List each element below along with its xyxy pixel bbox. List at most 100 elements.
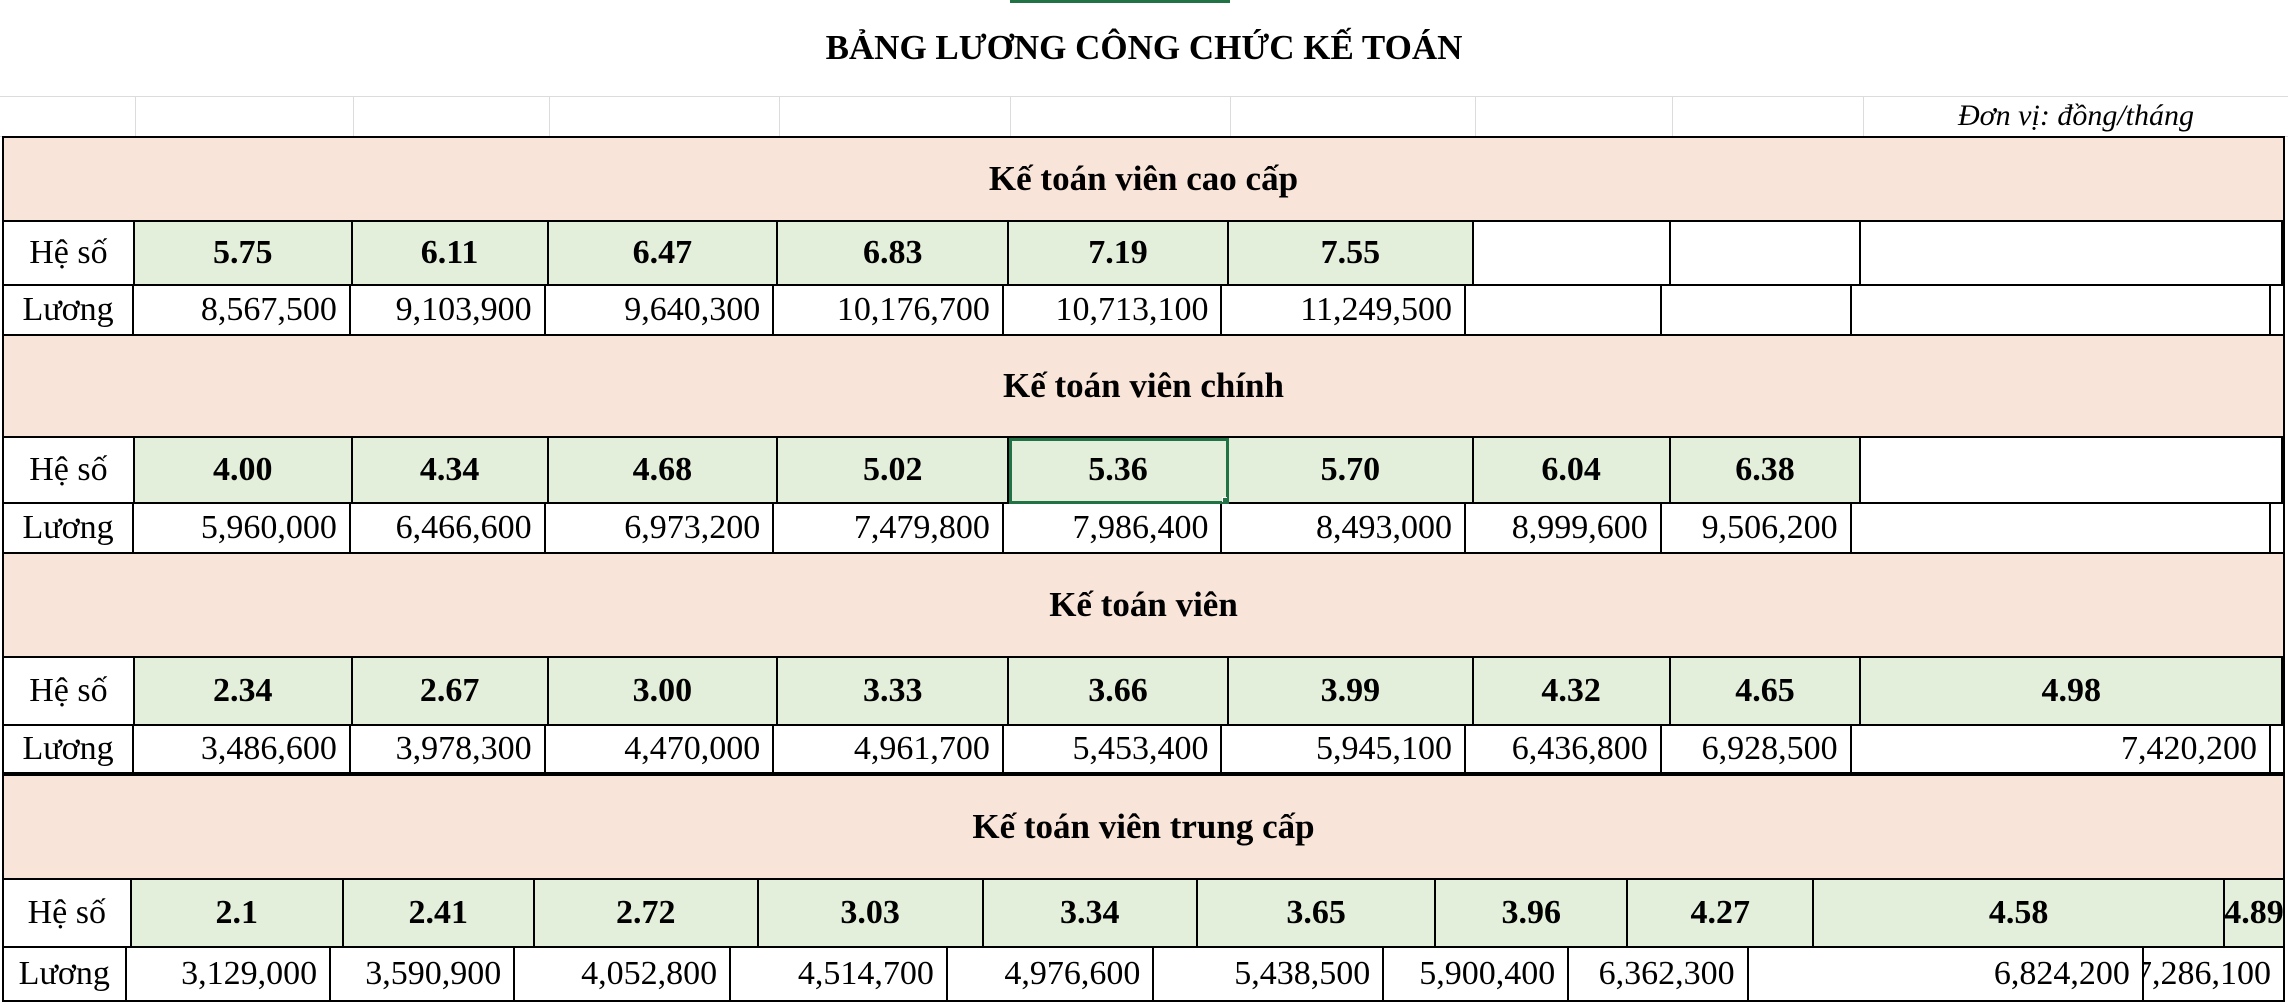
gridline: [549, 96, 550, 136]
salary-cell[interactable]: [1851, 504, 2271, 554]
salary-cell[interactable]: 11,249,500: [1222, 286, 1466, 336]
coefficient-cell[interactable]: 3.96: [1436, 880, 1629, 948]
coefficient-cell[interactable]: 3.99: [1228, 658, 1474, 726]
salary-cell[interactable]: [1465, 286, 1662, 336]
salary-cell[interactable]: 7,479,800: [774, 504, 1004, 554]
coefficient-cell[interactable]: 3.66: [1009, 658, 1229, 726]
salary-label[interactable]: Lương: [2, 726, 135, 774]
coefficient-label[interactable]: Hệ số: [2, 438, 135, 504]
coefficient-cell[interactable]: 4.98: [1861, 658, 2283, 726]
coefficient-cell[interactable]: 4.34: [352, 438, 549, 504]
salary-label[interactable]: Lương: [2, 504, 135, 554]
coefficient-cell[interactable]: 2.34: [134, 658, 353, 726]
fill-handle[interactable]: [1221, 497, 1227, 502]
coefficient-label[interactable]: Hệ số: [2, 222, 135, 286]
salary-cell[interactable]: 6,928,500: [1661, 726, 1852, 774]
salary-cell[interactable]: 3,486,600: [134, 726, 351, 774]
coefficient-cell[interactable]: 6.83: [778, 222, 1010, 286]
salary-row: Lương 3,129,000 3,590,900 4,052,800 4,514,70…: [2, 948, 2286, 1002]
coefficient-cell[interactable]: 7.55: [1228, 222, 1474, 286]
coefficient-cell[interactable]: 6.04: [1473, 438, 1671, 504]
salary-cell[interactable]: 3,129,000: [126, 948, 332, 1002]
salary-cell[interactable]: 4,961,700: [774, 726, 1004, 774]
salary-cell[interactable]: 8,493,000: [1222, 504, 1466, 554]
coefficient-label[interactable]: Hệ số: [2, 880, 132, 948]
salary-cell[interactable]: 7,986,400: [1003, 504, 1223, 554]
coefficient-cell[interactable]: 4.27: [1628, 880, 1815, 948]
section-title[interactable]: Kế toán viên chính: [2, 334, 2285, 438]
coefficient-cell[interactable]: 2.67: [352, 658, 549, 726]
coefficient-cell[interactable]: 5.02: [778, 438, 1010, 504]
salary-cell[interactable]: 5,960,000: [134, 504, 351, 554]
coefficient-cell[interactable]: 6.47: [548, 222, 779, 286]
coefficient-cell[interactable]: 5.75: [134, 222, 353, 286]
coefficient-cell[interactable]: 4.65: [1670, 658, 1862, 726]
coefficient-cell[interactable]: 7.19: [1009, 222, 1229, 286]
coefficient-cell[interactable]: 5.36: [1009, 438, 1229, 504]
section-title[interactable]: Kế toán viên cao cấp: [2, 136, 2285, 222]
coefficient-cell[interactable]: [1861, 438, 2283, 504]
coefficient-cell[interactable]: 2.41: [343, 880, 535, 948]
coefficient-cell[interactable]: 4.00: [134, 438, 353, 504]
salary-cell[interactable]: 6,436,800: [1465, 726, 1662, 774]
section-title[interactable]: Kế toán viên: [2, 552, 2285, 658]
coefficient-cell[interactable]: 5.70: [1228, 438, 1474, 504]
salary-cell[interactable]: 8,999,600: [1465, 504, 1662, 554]
salary-cell[interactable]: 3,590,900: [331, 948, 516, 1002]
salary-cell[interactable]: 9,103,900: [350, 286, 546, 336]
coefficient-cell[interactable]: [1861, 222, 2283, 286]
salary-cell[interactable]: 4,052,800: [515, 948, 732, 1002]
salary-cell[interactable]: 5,945,100: [1222, 726, 1466, 774]
gridline: [1672, 96, 1673, 136]
coefficient-cell[interactable]: 3.03: [758, 880, 984, 948]
coefficient-cell[interactable]: 6.38: [1670, 438, 1862, 504]
coefficient-cell[interactable]: 3.00: [548, 658, 779, 726]
salary-cell[interactable]: 10,713,100: [1003, 286, 1223, 336]
salary-cell[interactable]: 6,824,200: [1748, 948, 2144, 1002]
salary-cell[interactable]: 6,362,300: [1569, 948, 1749, 1002]
salary-cell[interactable]: 7,286,100: [2143, 948, 2286, 1002]
coefficient-cell[interactable]: 6.11: [352, 222, 549, 286]
salary-cell[interactable]: 6,466,600: [350, 504, 546, 554]
salary-cell[interactable]: 9,506,200: [1661, 504, 1852, 554]
salary-cell[interactable]: 5,438,500: [1154, 948, 1385, 1002]
coefficient-cell[interactable]: [1670, 222, 1862, 286]
coefficient-cell[interactable]: [2283, 438, 2285, 504]
coefficient-cell[interactable]: [1473, 222, 1671, 286]
salary-cell[interactable]: 4,470,000: [545, 726, 775, 774]
salary-cell[interactable]: [2270, 504, 2285, 554]
salary-cell[interactable]: 6,973,200: [545, 504, 775, 554]
coefficient-cell[interactable]: 4.32: [1473, 658, 1671, 726]
coefficient-cell[interactable]: [2283, 222, 2285, 286]
coefficient-cell[interactable]: [2283, 658, 2285, 726]
salary-cell[interactable]: [2270, 286, 2285, 336]
coefficient-cell[interactable]: 4.58: [1814, 880, 2226, 948]
coefficient-cell[interactable]: 2.72: [534, 880, 759, 948]
section-title[interactable]: Kế toán viên trung cấp: [2, 774, 2285, 880]
coefficient-cell[interactable]: 3.34: [983, 880, 1198, 948]
salary-cell[interactable]: 10,176,700: [774, 286, 1004, 336]
coefficient-cell[interactable]: 2.1: [131, 880, 344, 948]
salary-label[interactable]: Lương: [2, 948, 127, 1002]
gridline: [353, 96, 354, 136]
coefficient-cell[interactable]: 3.65: [1197, 880, 1437, 948]
salary-label[interactable]: Lương: [2, 286, 135, 336]
gridline: [1230, 96, 1231, 136]
salary-cell[interactable]: 5,453,400: [1003, 726, 1223, 774]
salary-cell[interactable]: 3,978,300: [350, 726, 546, 774]
coefficient-label[interactable]: Hệ số: [2, 658, 135, 726]
column-header-accent: [1010, 0, 1230, 3]
salary-cell[interactable]: 9,640,300: [545, 286, 775, 336]
coefficient-cell[interactable]: 4.89: [2225, 880, 2285, 948]
salary-cell[interactable]: 4,976,600: [947, 948, 1155, 1002]
salary-cell[interactable]: 7,420,200: [1851, 726, 2271, 774]
salary-cell[interactable]: [2270, 726, 2285, 774]
coefficient-cell[interactable]: 3.33: [778, 658, 1010, 726]
salary-cell[interactable]: 4,514,700: [731, 948, 948, 1002]
salary-cell[interactable]: [1851, 286, 2271, 336]
salary-cell[interactable]: [1661, 286, 1852, 336]
coefficient-cell[interactable]: 4.68: [548, 438, 779, 504]
salary-cell[interactable]: 8,567,500: [134, 286, 351, 336]
salary-cell[interactable]: 5,900,400: [1384, 948, 1570, 1002]
